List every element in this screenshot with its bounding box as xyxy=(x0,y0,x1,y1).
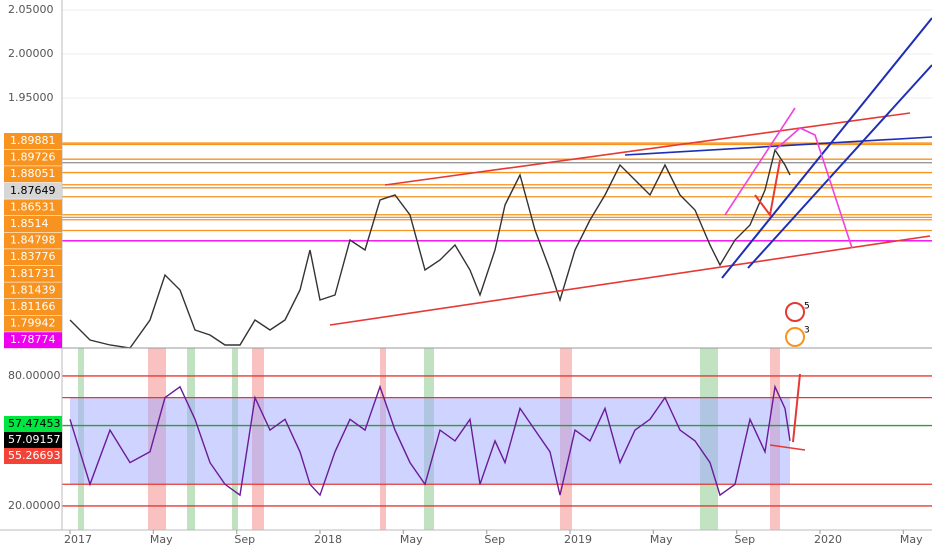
event-icon xyxy=(785,327,805,347)
level-label-box xyxy=(4,199,62,216)
level-label: 1.81731 xyxy=(10,267,56,280)
y-tick-label: 1.95000 xyxy=(8,91,54,104)
level-label: 1.78774 xyxy=(10,333,56,346)
oscillator-pane xyxy=(62,375,932,507)
level-label-box xyxy=(4,282,62,299)
level-label: 1.89726 xyxy=(10,151,56,164)
level-label-box xyxy=(4,232,62,249)
level-label: 1.81439 xyxy=(10,283,56,296)
level-label: 1.8514 xyxy=(10,217,49,230)
event-count: 3 xyxy=(804,326,810,336)
x-tick-label: Sep xyxy=(734,533,755,546)
data-line xyxy=(69,384,791,497)
level-label-box xyxy=(4,416,62,432)
x-tick-label: May xyxy=(150,533,173,546)
level-label: 1.88051 xyxy=(10,167,56,180)
level-label-box xyxy=(4,432,62,448)
level-label: 1.89881 xyxy=(10,134,56,147)
y-tick-label: 80.00000 xyxy=(8,369,61,382)
x-tick-label: 2020 xyxy=(814,533,842,546)
level-label: 55.26693 xyxy=(8,449,61,462)
x-tick-label: May xyxy=(650,533,673,546)
event-count: 5 xyxy=(804,302,810,312)
level-label-box xyxy=(4,448,62,464)
y-tick-label: 2.00000 xyxy=(8,47,54,60)
x-tick-label: Sep xyxy=(484,533,505,546)
trend-lines xyxy=(329,17,932,451)
level-label-box xyxy=(4,265,62,282)
level-label-box xyxy=(4,249,62,266)
level-label: 1.84798 xyxy=(10,234,56,247)
level-label: 57.09157 xyxy=(8,433,61,446)
level-label-box xyxy=(4,332,62,349)
level-label-box xyxy=(4,149,62,166)
level-label-box xyxy=(4,133,62,149)
level-label-box xyxy=(4,299,62,315)
level-label: 1.87649 xyxy=(10,184,56,197)
x-tick-label: Sep xyxy=(234,533,255,546)
level-label-box xyxy=(4,166,62,183)
x-tick-label: 2019 xyxy=(564,533,592,546)
band xyxy=(70,397,790,485)
x-tick-label: 2017 xyxy=(64,533,92,546)
level-label: 1.79942 xyxy=(10,317,56,330)
level-label-box xyxy=(4,216,62,232)
price-pane xyxy=(62,9,932,349)
level-label: 1.83776 xyxy=(10,250,56,263)
x-tick-label: May xyxy=(900,533,923,546)
event-icon xyxy=(785,302,805,322)
level-label-box xyxy=(4,315,62,332)
level-label: 57.47453 xyxy=(8,417,61,430)
x-tick-label: May xyxy=(400,533,423,546)
data-line xyxy=(69,148,791,349)
level-label: 1.86531 xyxy=(10,200,56,213)
y-tick-label: 2.05000 xyxy=(8,3,54,16)
x-tick-label: 2018 xyxy=(314,533,342,546)
level-label: 1.81166 xyxy=(10,300,56,313)
level-label-box xyxy=(4,182,62,199)
y-tick-label: 20.00000 xyxy=(8,499,61,512)
